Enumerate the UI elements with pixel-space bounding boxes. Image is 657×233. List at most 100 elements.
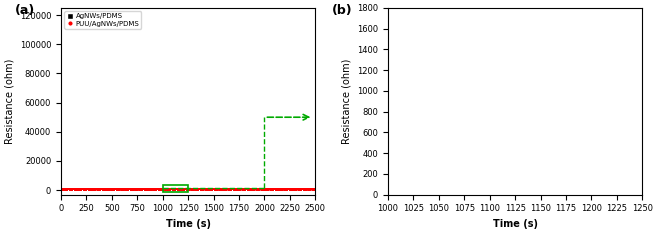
Point: [265, 169, 276, 173]
Point: [181, 140, 191, 144]
Point: [284, 187, 295, 191]
Point: [304, 172, 315, 176]
Point: [263, 113, 273, 117]
Point: [129, 176, 140, 179]
Point: [82, 157, 93, 161]
Point: [245, 186, 256, 190]
Point: [174, 187, 185, 191]
Point: [578, 4, 589, 8]
Point: [171, 125, 181, 129]
Point: [108, 183, 118, 187]
Point: [152, 167, 163, 171]
Point: [113, 152, 124, 156]
Point: [463, 5, 473, 9]
Point: [250, 185, 261, 189]
Point: [281, 178, 292, 181]
Point: [265, 187, 276, 190]
Point: [190, 175, 200, 179]
Point: [117, 185, 127, 189]
Point: [278, 139, 288, 143]
Point: [122, 165, 133, 169]
Point: [239, 171, 250, 174]
Point: [63, 187, 74, 191]
Point: [219, 149, 230, 153]
Point: [290, 116, 301, 119]
Point: [136, 163, 147, 167]
Point: [175, 173, 185, 177]
Point: [262, 186, 273, 189]
Point: [133, 133, 143, 137]
Point: [81, 176, 92, 180]
Point: [170, 186, 180, 190]
Point: [219, 187, 229, 191]
Point: [106, 184, 116, 188]
Point: [502, 5, 512, 9]
Point: [403, 7, 413, 11]
Point: [239, 88, 250, 92]
Point: [562, 54, 573, 57]
Point: [290, 166, 301, 169]
Point: [138, 157, 148, 161]
Point: [241, 164, 252, 168]
Point: [306, 137, 316, 140]
Point: [256, 186, 266, 189]
Point: [273, 179, 283, 183]
Point: [99, 188, 110, 192]
Point: [131, 186, 142, 190]
Point: [212, 136, 223, 140]
Point: [200, 101, 210, 105]
Point: [301, 173, 311, 177]
Point: [114, 163, 125, 167]
Point: [234, 129, 244, 133]
Point: [302, 187, 313, 191]
Point: [150, 187, 160, 191]
Point: [229, 120, 239, 124]
Point: [181, 167, 192, 171]
Point: [152, 182, 163, 185]
Point: [510, 147, 521, 151]
Point: [280, 120, 290, 123]
Point: [627, 5, 637, 8]
Point: [255, 165, 265, 169]
Point: [116, 168, 126, 172]
Point: [440, 7, 450, 11]
Point: [610, 101, 621, 105]
Point: [194, 188, 205, 192]
Point: [260, 94, 270, 98]
Point: [173, 116, 184, 120]
Point: [305, 148, 315, 152]
Point: [207, 177, 217, 181]
Point: [168, 135, 179, 138]
Point: [64, 153, 75, 157]
Point: [163, 120, 173, 123]
Point: [242, 186, 252, 190]
Point: [115, 181, 125, 185]
Point: [489, 8, 499, 11]
Point: [99, 188, 109, 192]
Point: [113, 178, 124, 182]
Point: [420, 6, 431, 9]
Point: [212, 166, 223, 170]
Point: [151, 163, 162, 167]
Point: [236, 156, 246, 159]
Point: [104, 186, 114, 190]
Point: [412, 5, 422, 9]
Point: [150, 187, 160, 191]
Point: [122, 170, 132, 173]
Point: [291, 187, 302, 191]
Point: [183, 166, 193, 170]
Point: [195, 188, 206, 192]
Point: [292, 182, 303, 185]
Point: [150, 188, 160, 191]
Point: [503, 6, 513, 10]
Point: [154, 111, 164, 115]
Point: [287, 155, 298, 158]
Point: [202, 134, 213, 138]
Point: [180, 187, 191, 191]
Point: [284, 186, 294, 190]
Point: [424, 6, 434, 9]
Point: [60, 153, 71, 157]
Point: [171, 171, 181, 175]
Point: [459, 172, 470, 176]
Point: [277, 188, 288, 192]
